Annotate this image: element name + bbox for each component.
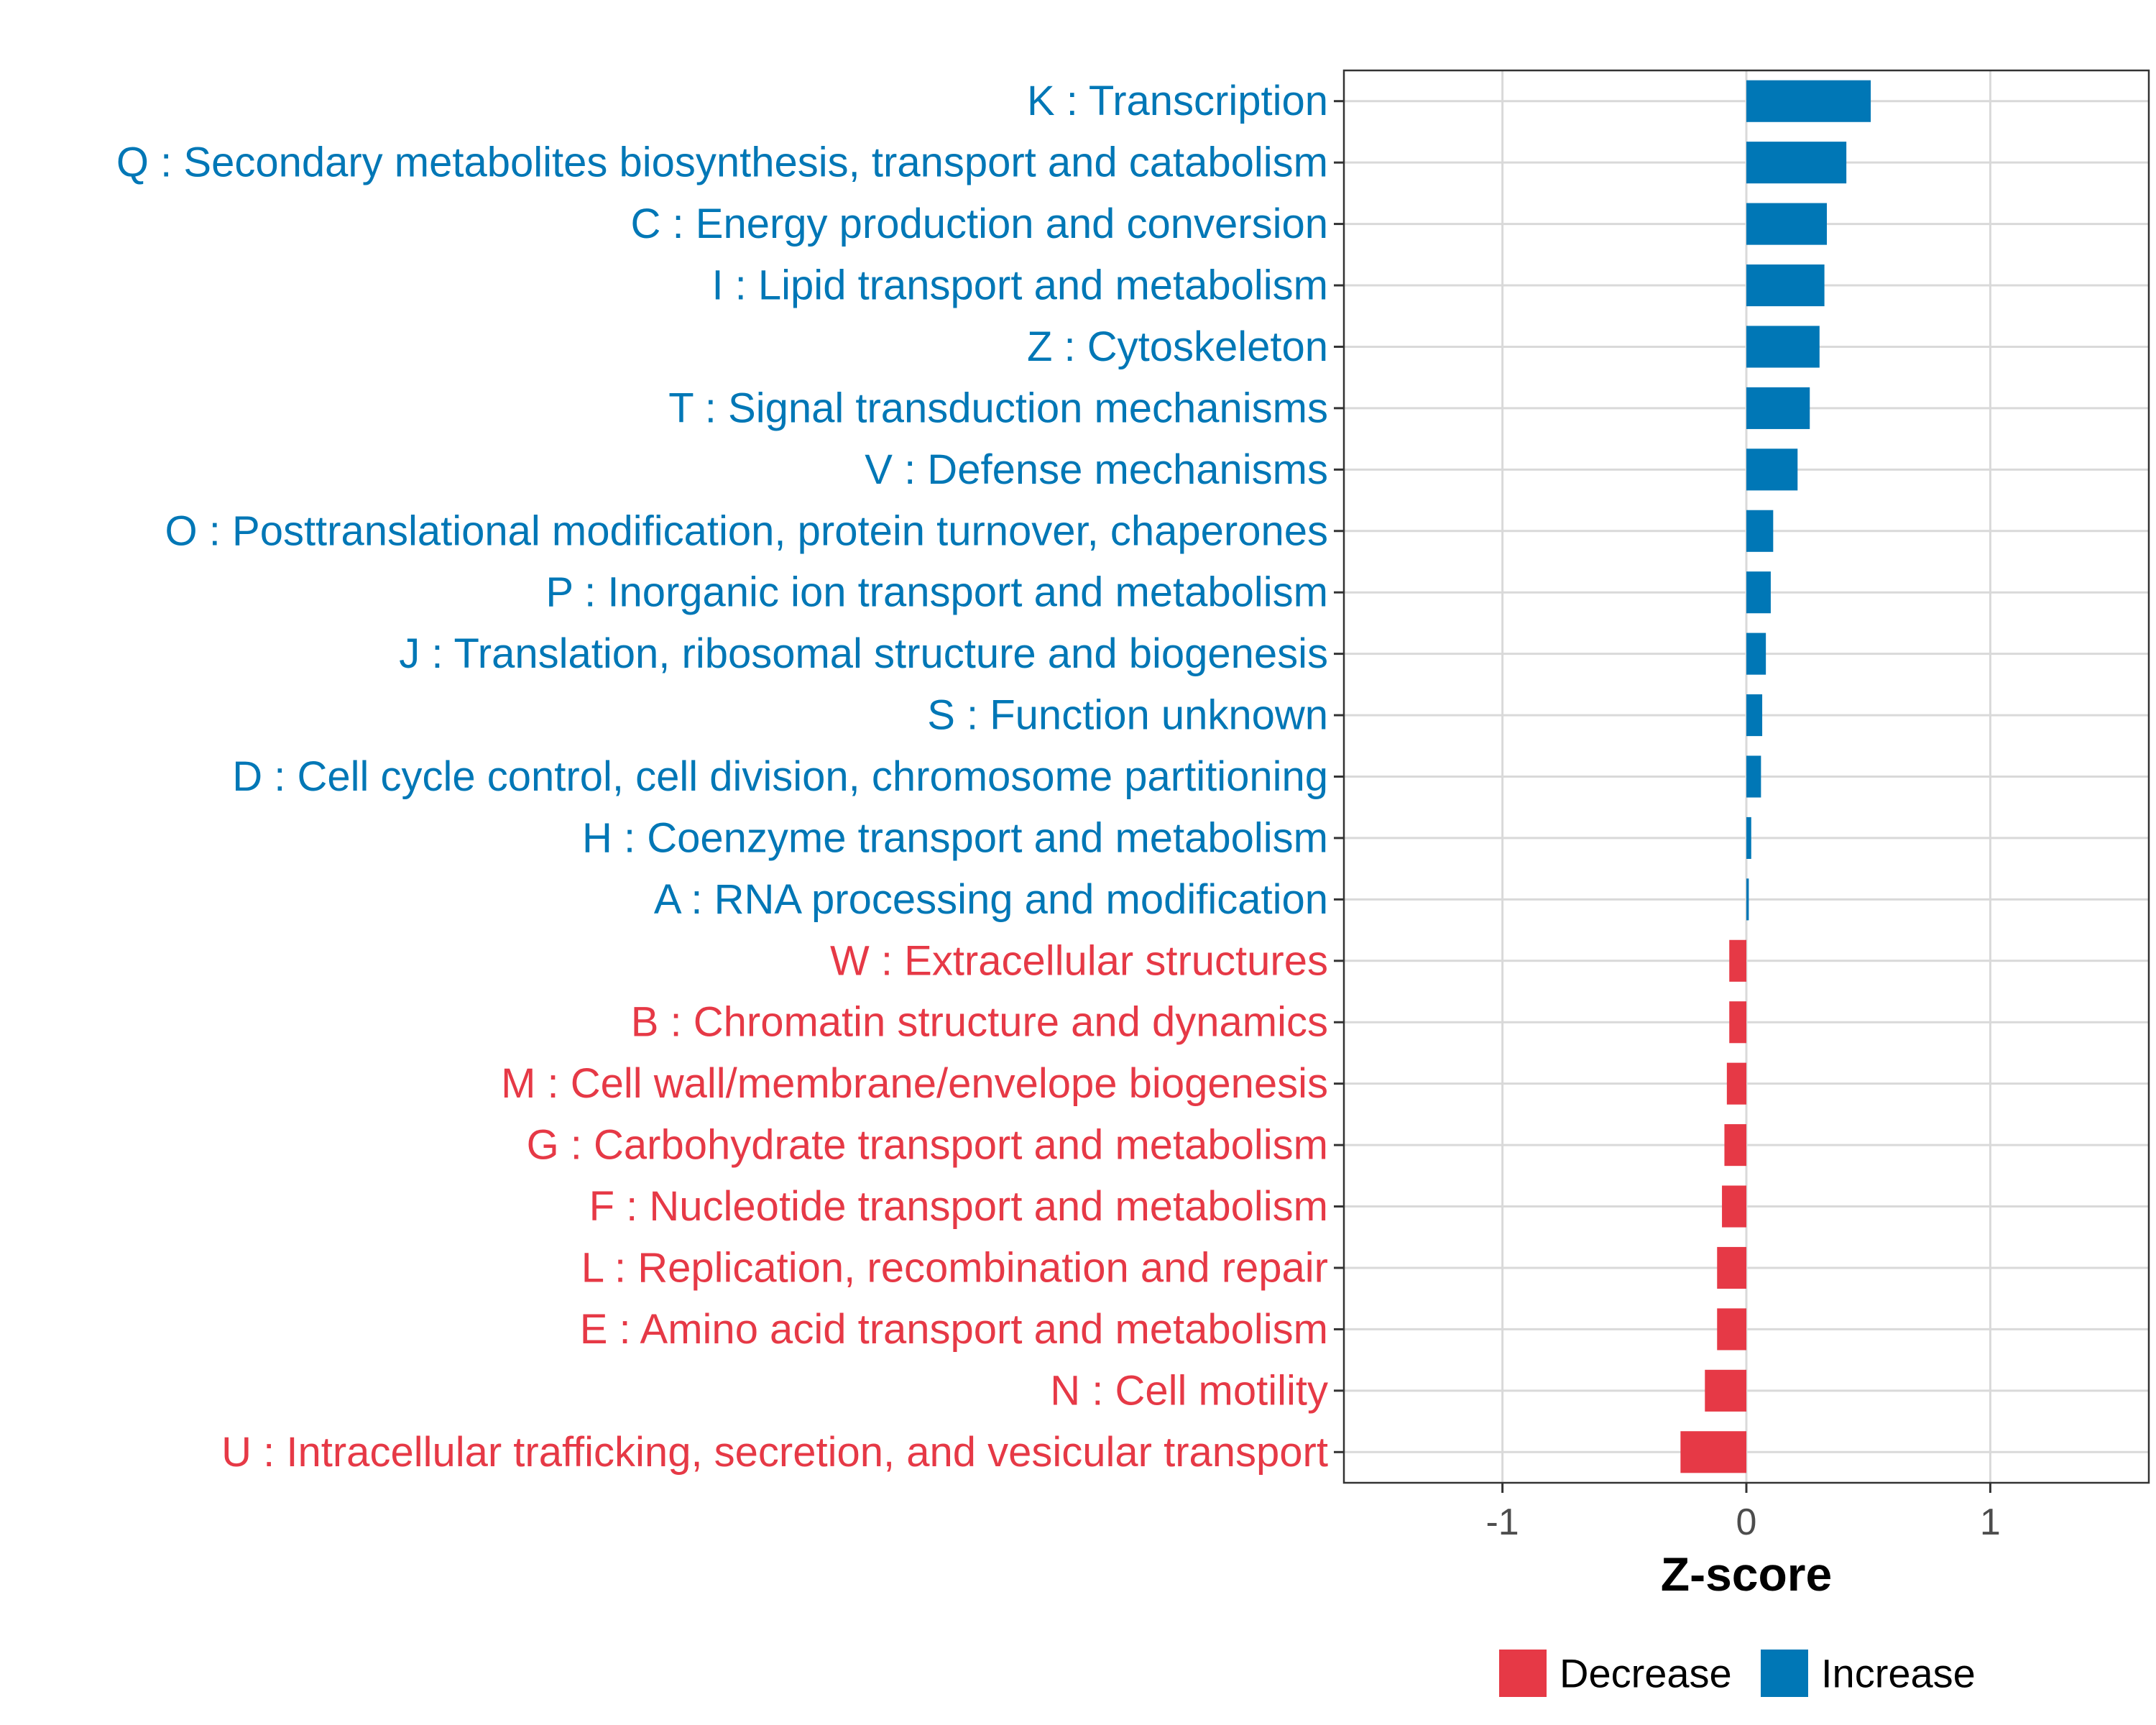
category-label: W : Extracellular structures — [830, 937, 1328, 984]
category-label: J : Translation, ribosomal structure and… — [399, 630, 1328, 677]
x-axis-ticks: -1 0 1 — [1485, 1483, 2001, 1543]
category-label: D : Cell cycle control, cell division, c… — [232, 753, 1328, 800]
bar — [1746, 694, 1763, 737]
category-label: H : Coenzyme transport and metabolism — [582, 814, 1328, 861]
bars — [1680, 80, 1871, 1473]
bar — [1705, 1369, 1746, 1412]
bar — [1746, 80, 1871, 122]
category-label: N : Cell motility — [1050, 1367, 1328, 1414]
category-label: I : Lipid transport and metabolism — [711, 262, 1328, 309]
category-label: P : Inorganic ion transport and metaboli… — [545, 569, 1328, 616]
y-axis-ticks — [1334, 100, 1344, 1453]
x-tick-label: -1 — [1485, 1501, 1519, 1543]
bar — [1746, 448, 1798, 491]
bar — [1746, 387, 1810, 429]
bar — [1746, 510, 1774, 552]
category-label: C : Energy production and conversion — [631, 201, 1328, 247]
bar — [1746, 632, 1766, 675]
bar — [1746, 571, 1771, 614]
x-axis-title: Z-score — [1661, 1547, 1832, 1601]
category-label: U : Intracellular trafficking, secretion… — [221, 1429, 1328, 1476]
bar — [1746, 878, 1749, 921]
bar — [1726, 1062, 1746, 1105]
category-label: O : Posttranslational modification, prot… — [165, 507, 1328, 554]
category-labels: K : Transcription Q : Secondary metabolit… — [116, 78, 1328, 1476]
category-label: L : Replication, recombination and repai… — [581, 1244, 1328, 1291]
legend-label-decrease: Decrease — [1560, 1651, 1732, 1696]
bar — [1722, 1185, 1746, 1228]
category-label: B : Chromatin structure and dynamics — [631, 999, 1328, 1046]
category-label: K : Transcription — [1027, 78, 1328, 124]
bar — [1746, 755, 1761, 798]
legend-key-increase — [1761, 1650, 1808, 1697]
category-label: T : Signal transduction mechanisms — [668, 385, 1328, 431]
bar — [1717, 1308, 1746, 1351]
bar — [1746, 264, 1825, 307]
bar — [1680, 1431, 1746, 1473]
category-label: A : RNA processing and modification — [654, 876, 1328, 923]
category-label: S : Function unknown — [927, 692, 1328, 739]
category-label: Z : Cytoskeleton — [1027, 323, 1328, 370]
category-label: G : Carbohydrate transport and metabolis… — [527, 1122, 1328, 1169]
category-label: F : Nucleotide transport and metabolism — [589, 1183, 1328, 1230]
category-label: Q : Secondary metabolites biosynthesis, … — [116, 139, 1328, 186]
bar — [1746, 203, 1827, 245]
bar — [1717, 1246, 1746, 1289]
legend-label-increase: Increase — [1821, 1651, 1976, 1696]
legend: Decrease Increase — [1499, 1650, 1976, 1697]
bar — [1746, 142, 1847, 184]
x-tick-label: 1 — [1980, 1501, 2001, 1543]
category-label: M : Cell wall/membrane/envelope biogenes… — [501, 1060, 1328, 1107]
category-label: E : Amino acid transport and metabolism — [580, 1306, 1328, 1353]
legend-key-decrease — [1499, 1650, 1547, 1697]
category-label: V : Defense mechanisms — [865, 446, 1328, 493]
bar — [1746, 326, 1820, 368]
bar — [1729, 939, 1746, 982]
bar — [1746, 816, 1751, 859]
bar — [1729, 1001, 1746, 1044]
bar — [1724, 1124, 1746, 1167]
x-tick-label: 0 — [1736, 1501, 1757, 1543]
